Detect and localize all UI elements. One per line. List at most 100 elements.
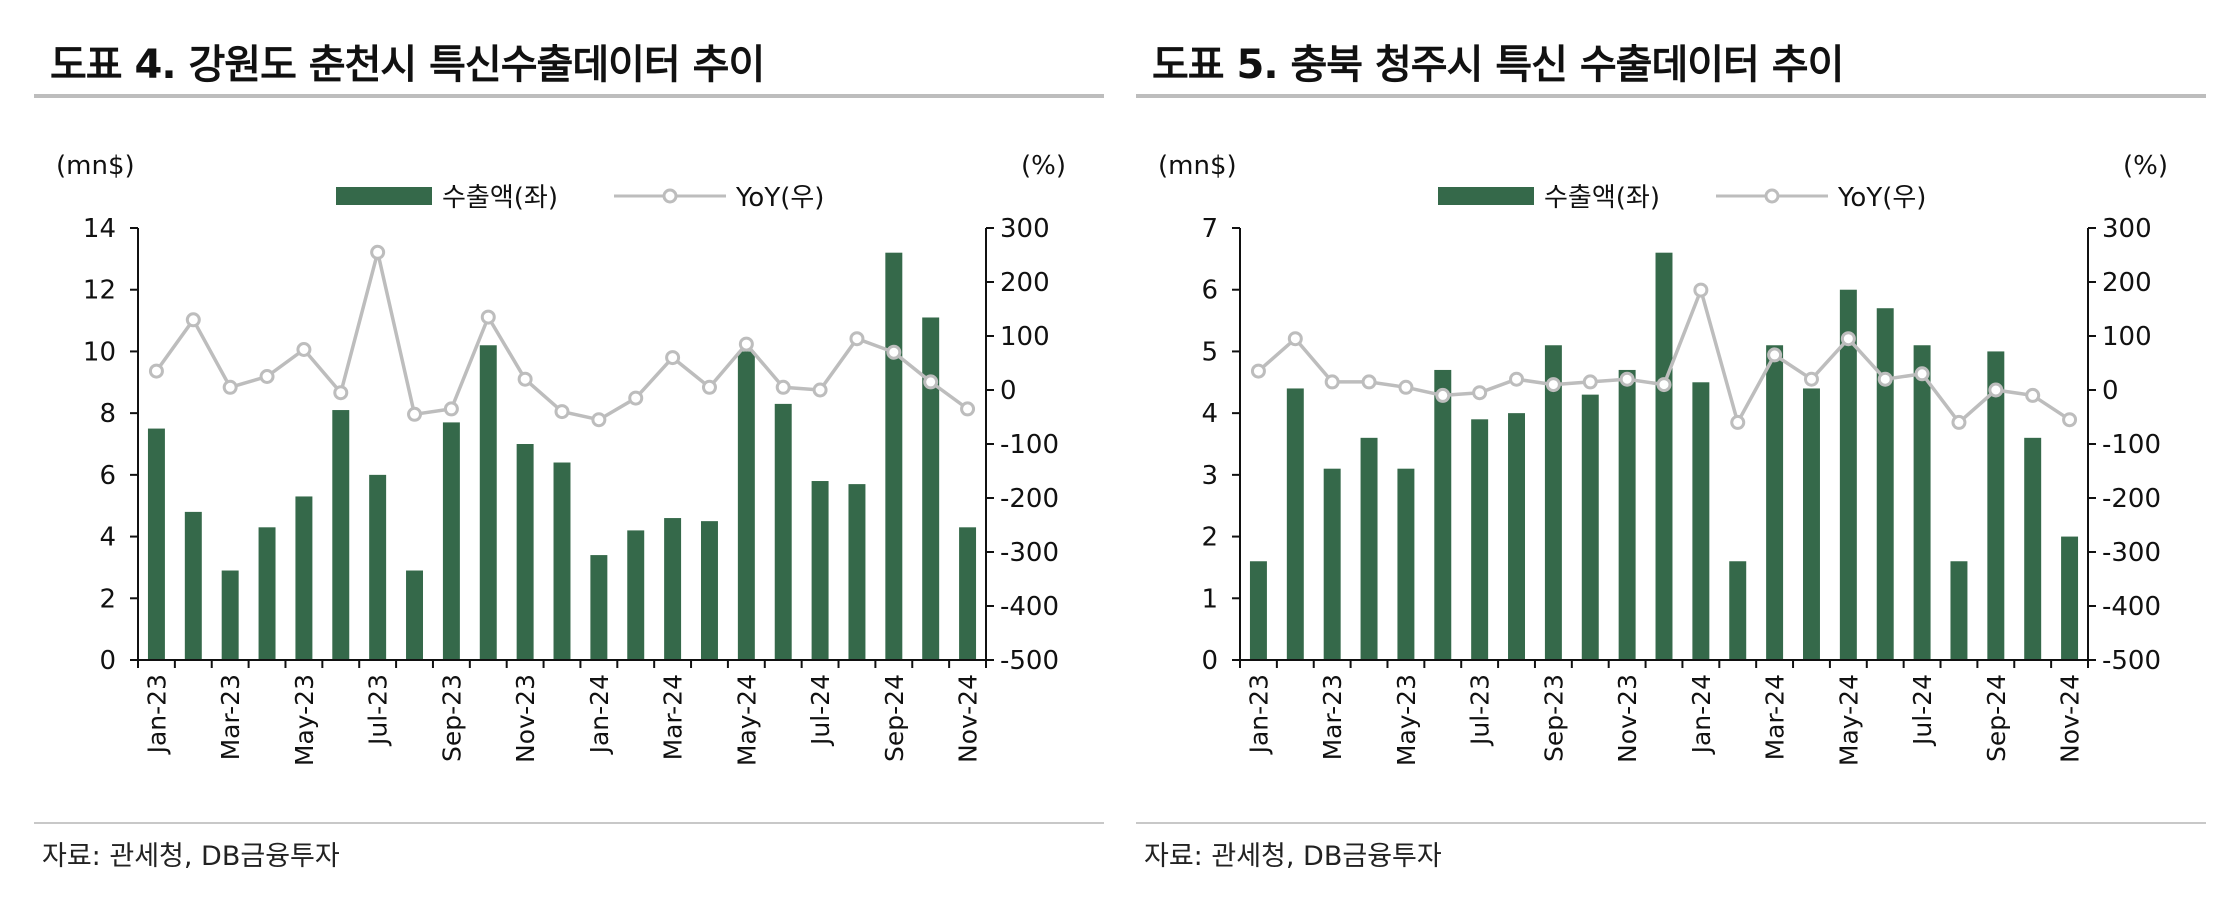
- right-y-tick-label: -100: [1000, 430, 1059, 460]
- yoy-point: [701, 379, 717, 395]
- bar-export-value: [295, 496, 313, 660]
- bar-export-value: [1397, 468, 1415, 660]
- bar-export-value: [1766, 345, 1784, 660]
- yoy-point: [259, 369, 275, 384]
- bar-export-value: [1323, 468, 1341, 660]
- yoy-point: [886, 344, 902, 360]
- right-axis-unit: (%): [2123, 151, 2168, 181]
- bar-export-value: [1618, 369, 1636, 660]
- yoy-line: [154, 250, 969, 422]
- left-y-tick-label: 7: [1201, 214, 1218, 244]
- x-tick-label: Nov-24: [954, 674, 983, 763]
- x-tick-label: Jul-24: [1908, 674, 1937, 747]
- bar-export-value: [184, 511, 202, 660]
- x-tick-label: Jan-23: [142, 674, 171, 755]
- bar-export-value: [1802, 388, 1820, 660]
- source-note: 자료: 관세청, DB금융투자: [1144, 841, 1442, 872]
- yoy-point: [185, 312, 201, 328]
- right-y-tick-label: 0: [2102, 376, 2119, 406]
- left-y-tick-label: 2: [99, 584, 116, 614]
- legend-line-marker: [1764, 188, 1780, 204]
- yoy-point: [480, 309, 496, 325]
- x-tick-label: May-23: [1392, 674, 1421, 766]
- bar-export-value: [811, 481, 829, 660]
- yoy-point: [2062, 412, 2078, 428]
- bar-export-value: [848, 484, 866, 660]
- yoy-point: [775, 379, 791, 395]
- left-y-tick-label: 3: [1201, 461, 1218, 491]
- left-y-tick-label: 8: [99, 399, 116, 429]
- right-y-tick-label: -500: [1000, 646, 1059, 676]
- yoy-point: [222, 379, 238, 395]
- yoy-point: [1877, 371, 1893, 387]
- left-y-tick-label: 6: [99, 461, 116, 491]
- legend-line-label: YoY(우): [735, 183, 824, 213]
- yoy-point: [591, 412, 607, 428]
- right-y-tick-label: -500: [2102, 646, 2161, 676]
- x-tick-label: Jul-23: [364, 674, 393, 747]
- right-y-tick-label: 100: [1000, 322, 1050, 352]
- x-tick-label: May-24: [732, 674, 761, 766]
- yoy-point: [517, 371, 533, 387]
- left-y-tick-label: 12: [83, 276, 116, 306]
- x-tick-label: May-24: [1834, 674, 1863, 766]
- yoy-point: [1767, 347, 1783, 363]
- yoy-point: [1619, 371, 1635, 387]
- legend-bar-swatch: [1438, 187, 1534, 205]
- bar-export-value: [1692, 382, 1710, 660]
- legend-line-marker: [662, 188, 678, 204]
- x-tick-label: May-23: [290, 674, 319, 766]
- yoy-point: [1287, 331, 1303, 347]
- bar-export-value: [258, 527, 276, 660]
- bar-export-value: [1508, 413, 1526, 660]
- left-y-tick-label: 0: [99, 646, 116, 676]
- bar-export-value: [1581, 394, 1599, 660]
- bar-export-value: [442, 422, 460, 660]
- bar-export-value: [221, 570, 239, 660]
- x-tick-label: Mar-24: [1761, 674, 1790, 760]
- yoy-point: [1988, 382, 2004, 398]
- figure-title: 도표 5. 충북 청주시 특신 수출데이터 추이: [1152, 42, 1844, 88]
- bar-export-value: [332, 410, 350, 660]
- yoy-point: [443, 401, 459, 417]
- yoy-point: [923, 374, 939, 390]
- right-y-tick-label: 200: [1000, 268, 1050, 298]
- bar-export-value: [774, 403, 792, 660]
- left-y-tick-label: 0: [1201, 646, 1218, 676]
- yoy-point: [1509, 371, 1525, 387]
- right-y-tick-label: 100: [2102, 322, 2152, 352]
- export-chart-cheongju: (mn$) (%) 수출액(좌) YoY(우) 0 1 2 3 4 5 6 7 -500 -400 -300…: [1158, 151, 2168, 766]
- bar-export-value: [590, 555, 608, 660]
- yoy-point: [1803, 371, 1819, 387]
- bar-export-value: [885, 252, 903, 660]
- left-y-tick-label: 5: [1201, 337, 1218, 367]
- export-chart-chuncheon: (mn$) (%) 수출액(좌) YoY(우) 0 2 4 6 8 10 12 14 -500 -400 -…: [56, 151, 1066, 766]
- right-y-tick-label: -200: [2102, 484, 2161, 514]
- chart-panel-left: 도표 4. 강원도 춘천시 특신수출데이터 추이 (mn$) (%) 수출액(좌) Y…: [34, 0, 1104, 914]
- yoy-point: [554, 404, 570, 420]
- yoy-point: [1472, 385, 1488, 401]
- bar-export-value: [1544, 345, 1562, 660]
- bar-export-value: [516, 444, 534, 660]
- bar-export-value: [369, 474, 387, 660]
- x-tick-label: Jul-23: [1466, 674, 1495, 747]
- left-y-tick-label: 10: [83, 337, 116, 367]
- x-tick-label: Jan-24: [585, 674, 614, 755]
- bar-export-value: [1655, 252, 1673, 660]
- figure-title: 도표 4. 강원도 춘천시 특신수출데이터 추이: [50, 42, 765, 88]
- left-axis-unit: (mn$): [1158, 151, 1237, 181]
- yoy-point: [1582, 374, 1598, 390]
- yoy-point: [407, 406, 423, 422]
- bar-export-value: [1913, 345, 1931, 660]
- bar-export-value: [1286, 388, 1304, 660]
- right-y-tick-label: -300: [1000, 538, 1059, 568]
- title-divider: [1136, 94, 2206, 98]
- yoy-point: [1324, 374, 1340, 390]
- bar-export-value: [2061, 536, 2079, 660]
- yoy-point: [1545, 377, 1561, 393]
- source-note: 자료: 관세청, DB금융투자: [42, 841, 340, 872]
- source-divider: [1136, 822, 2206, 824]
- title-divider: [34, 94, 1104, 98]
- x-tick-label: Nov-23: [511, 674, 540, 763]
- right-y-tick-label: -300: [2102, 538, 2161, 568]
